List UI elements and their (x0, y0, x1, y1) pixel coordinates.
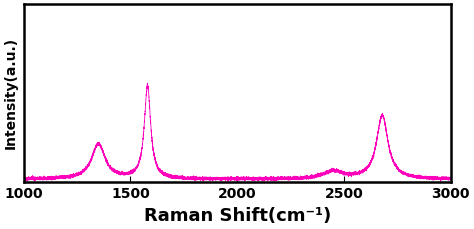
Y-axis label: Intensity(a.u.): Intensity(a.u.) (4, 37, 18, 149)
X-axis label: Raman Shift(cm⁻¹): Raman Shift(cm⁻¹) (144, 207, 331, 225)
